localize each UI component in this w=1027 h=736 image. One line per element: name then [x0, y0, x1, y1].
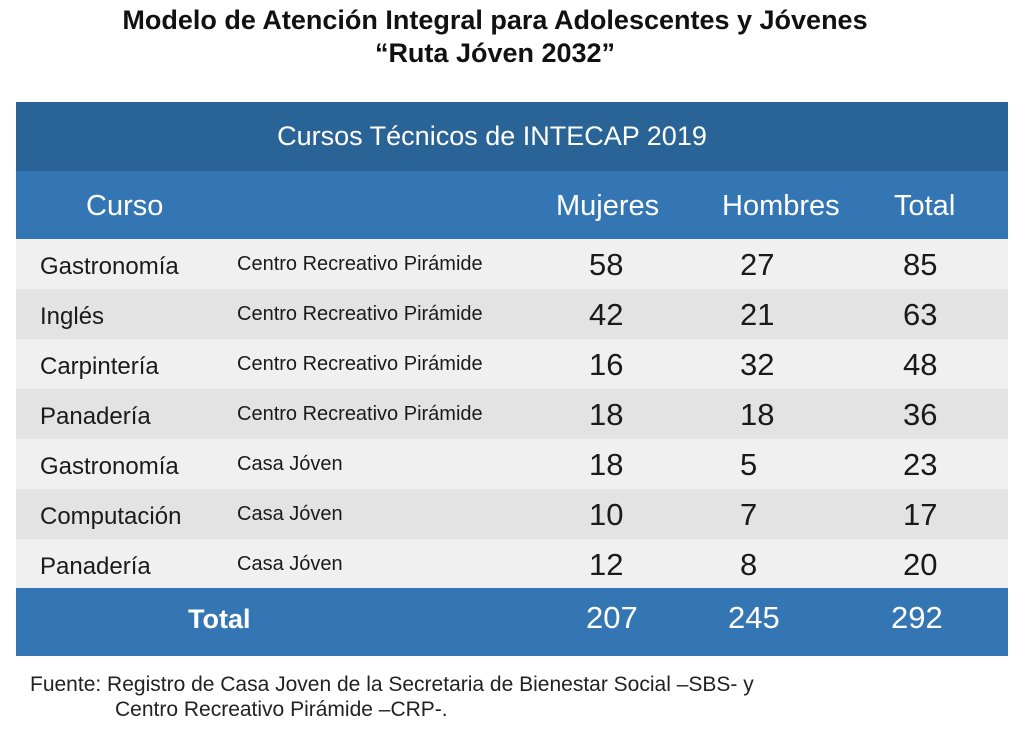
table-caption: Cursos Técnicos de INTECAP 2019	[16, 102, 1008, 171]
cell-sede: Centro Recreativo Pirámide	[237, 353, 483, 375]
cell-curso: Panadería	[40, 403, 151, 430]
cell-curso: Computación	[40, 503, 182, 530]
source-note: Fuente: Registro de Casa Joven de la Sec…	[30, 672, 754, 722]
total-mujeres: 207	[586, 600, 638, 635]
page-title: Modelo de Atención Integral para Adolesc…	[122, 5, 868, 35]
table-row: Panadería Casa Jóven 12 8 20	[16, 539, 1008, 589]
cell-total: 17	[903, 497, 938, 532]
column-header-hombres: Hombres	[722, 190, 840, 222]
cell-hombres: 7	[740, 497, 758, 532]
cell-curso: Panadería	[40, 553, 151, 580]
total-label: Total	[188, 604, 251, 634]
total-hombres: 245	[728, 600, 780, 635]
cell-mujeres: 18	[589, 397, 624, 432]
table-total-row: Total 207 245 292	[16, 588, 1008, 656]
cell-sede: Casa Jóven	[237, 453, 343, 475]
cell-total: 23	[903, 447, 938, 482]
cell-mujeres: 42	[589, 297, 624, 332]
source-line-2: Centro Recreativo Pirámide –CRP-.	[115, 698, 448, 721]
cell-curso: Carpintería	[40, 353, 159, 380]
cell-total: 85	[903, 247, 938, 282]
data-table: Cursos Técnicos de INTECAP 2019 Curso Mu…	[16, 102, 1008, 656]
cell-hombres: 8	[740, 547, 758, 582]
table-row: Carpintería Centro Recreativo Pirámide 16 3…	[16, 339, 1008, 389]
cell-total: 63	[903, 297, 938, 332]
column-header-curso: Curso	[86, 190, 164, 222]
cell-hombres: 27	[740, 247, 775, 282]
cell-mujeres: 12	[589, 547, 624, 582]
column-header-mujeres: Mujeres	[556, 190, 660, 222]
table-row: Computación Casa Jóven 10 7 17	[16, 489, 1008, 539]
page-subtitle: “Ruta Jóven 2032”	[374, 38, 616, 68]
cell-hombres: 18	[740, 397, 775, 432]
cell-hombres: 32	[740, 347, 775, 382]
table-row: Panadería Centro Recreativo Pirámide 18 18 3…	[16, 389, 1008, 439]
total-total: 292	[891, 600, 943, 635]
cell-hombres: 21	[740, 297, 775, 332]
column-header-total: Total	[894, 190, 956, 222]
cell-total: 20	[903, 547, 938, 582]
source-line-1: Fuente: Registro de Casa Joven de la Sec…	[30, 673, 754, 696]
cell-total: 48	[903, 347, 938, 382]
cell-sede: Casa Jóven	[237, 503, 343, 525]
cell-sede: Centro Recreativo Pirámide	[237, 403, 483, 425]
cell-mujeres: 18	[589, 447, 624, 482]
cell-curso: Gastronomía	[40, 453, 179, 480]
table-row: Gastronomía Casa Jóven 18 5 23	[16, 439, 1008, 489]
cell-sede: Centro Recreativo Pirámide	[237, 253, 483, 275]
cell-sede: Casa Jóven	[237, 553, 343, 575]
cell-hombres: 5	[740, 447, 758, 482]
cell-mujeres: 16	[589, 347, 624, 382]
cell-sede: Centro Recreativo Pirámide	[237, 303, 483, 325]
cell-mujeres: 58	[589, 247, 624, 282]
table-header: Curso Mujeres Hombres Total	[16, 171, 1008, 239]
cell-total: 36	[903, 397, 938, 432]
cell-mujeres: 10	[589, 497, 624, 532]
cell-curso: Inglés	[40, 303, 105, 330]
cell-curso: Gastronomía	[40, 253, 179, 280]
table-row: Gastronomía Centro Recreativo Pirámide 58 2…	[16, 239, 1008, 289]
table-row: Inglés Centro Recreativo Pirámide 42 21 63	[16, 289, 1008, 339]
